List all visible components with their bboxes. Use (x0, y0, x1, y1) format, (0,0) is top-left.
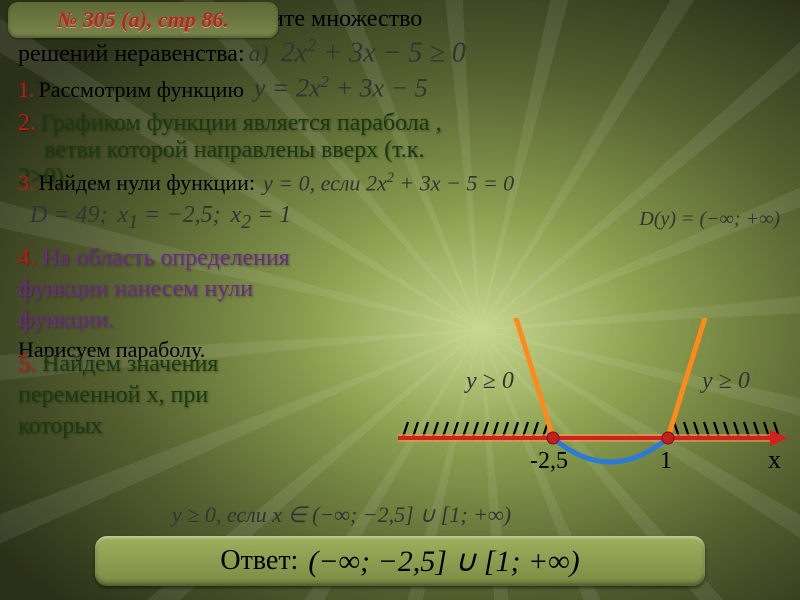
step-4-l1: На область определения (42, 245, 290, 271)
step-1-func: y = 2x2 + 3x − 5 (254, 71, 428, 105)
title-line-2: решений неравенства: (18, 41, 245, 68)
step-3-num: 3. (18, 169, 35, 198)
subtask-letter: а) (249, 41, 269, 68)
slide: № 305 (а), стр 86. Найдите множество реш… (0, 0, 800, 600)
step-2-row1: 2. Графиком функции является парабола , (18, 110, 782, 137)
tick-1: -2,5 (530, 448, 568, 474)
answer-label: Ответ: (220, 545, 298, 577)
left-column: 4. На область определения функции нанесе… (18, 241, 388, 445)
title-row-2: решений неравенства: а) 2x2 + 3x − 5 ≥ 0 (18, 35, 782, 69)
step-3-eq: y = 0, если 2x2 + 3x − 5 = 0 (263, 169, 514, 198)
parabola-left-arm (516, 318, 553, 438)
step-4-num: 4. (18, 245, 36, 271)
step-4: 4. На область определения функции нанесе… (18, 243, 388, 337)
parabola-chart: y ≥ 0 y ≥ 0 -2,5 1 x (398, 318, 788, 488)
answer-box: Ответ: (−∞; −2,5] ∪ [1; +∞) (95, 536, 705, 586)
step-4-l3: функции. (18, 307, 114, 333)
step-3: 3. Найдем нули функции: y = 0, если 2x2 … (18, 169, 782, 198)
step-5-num: 5. (18, 351, 36, 377)
parabola-right-arm (668, 318, 705, 438)
step-5-cond: y ≥ 0, если x ∈ (−∞; −2,5] ∪ [1; +∞) (172, 502, 511, 528)
domain-note-text: D(y) = (−∞; +∞) (639, 208, 780, 230)
root-1 (547, 432, 559, 444)
step-5: 5. Найдем значения переменной х, при кот… (18, 349, 388, 443)
step-1-num: 1. (18, 76, 35, 105)
inequality-expr: 2x2 + 3x − 5 ≥ 0 (281, 35, 466, 69)
x1: x1 = −2,5; (118, 200, 221, 235)
domain-note: D(y) = (−∞; +∞) (639, 208, 780, 231)
title-line-1: Найдите множество (218, 6, 782, 33)
step-5-l2: переменной х, при (18, 382, 208, 408)
step-3-text: Найдем нули функции: (39, 169, 255, 198)
axis-arrow (770, 430, 788, 446)
step-2-l2: ветви которой направлены вверх (т.к. (18, 137, 782, 164)
header-tab-text: № 305 (а), стр 86. (57, 7, 229, 33)
step-1: 1. Рассмотрим функцию y = 2x2 + 3x − 5 (18, 71, 782, 105)
ylabel-right: y ≥ 0 (700, 368, 750, 394)
tick-2: 1 (660, 448, 672, 474)
step-5-l1: Найдем значения (42, 351, 218, 377)
step-1-text: Рассмотрим функцию (39, 76, 244, 105)
disc: D = 49; (30, 200, 108, 231)
x2: x2 = 1 (231, 200, 292, 235)
root-2 (662, 432, 674, 444)
step-2-num: 2. (18, 110, 36, 137)
answer-value: (−∞; −2,5] ∪ [1; +∞) (308, 544, 579, 579)
step-2-l1: Графиком функции является парабола , (40, 110, 441, 137)
header-tab: № 305 (а), стр 86. (8, 2, 278, 38)
axis-label: x (768, 445, 781, 474)
step-5-l3: которых (18, 413, 102, 439)
step-4-l2: функции нанесем нули (18, 276, 253, 302)
ylabel-left: y ≥ 0 (464, 368, 514, 394)
